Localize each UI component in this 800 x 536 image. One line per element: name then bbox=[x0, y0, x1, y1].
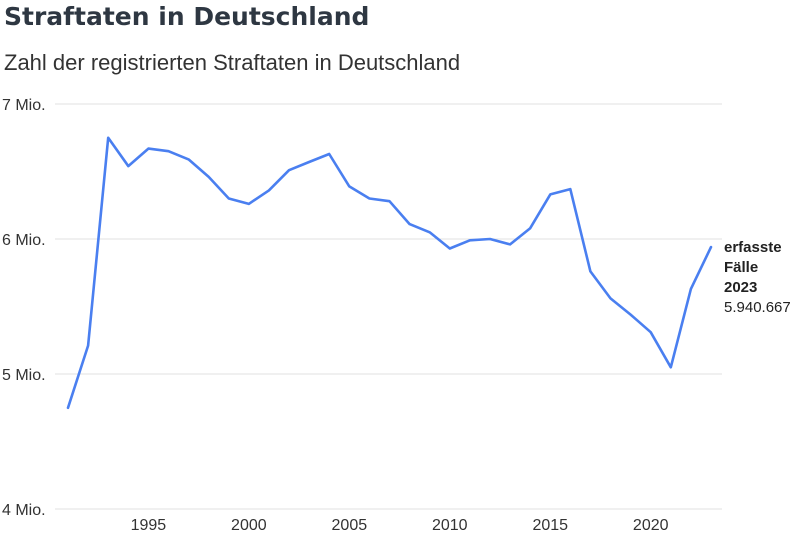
data-point bbox=[388, 199, 392, 203]
data-point bbox=[508, 242, 512, 246]
data-point bbox=[689, 287, 693, 291]
data-point bbox=[287, 168, 291, 172]
data-point bbox=[488, 237, 492, 241]
data-point bbox=[106, 136, 110, 140]
data-point bbox=[528, 226, 532, 230]
annotation-year: 2023 bbox=[724, 279, 758, 296]
data-point bbox=[86, 344, 90, 348]
data-point bbox=[267, 188, 271, 192]
annotation-label-1: erfasste bbox=[724, 239, 782, 256]
end-value-annotation: erfasste Fälle 2023 5.940.667 bbox=[724, 238, 791, 318]
data-point bbox=[448, 246, 452, 250]
y-tick-label: 4 Mio. bbox=[2, 502, 46, 519]
data-point bbox=[468, 238, 472, 242]
y-tick-label: 6 Mio. bbox=[2, 232, 46, 249]
data-point bbox=[609, 296, 613, 300]
data-point bbox=[327, 152, 331, 156]
x-tick-label: 2000 bbox=[231, 517, 267, 534]
data-point bbox=[247, 202, 251, 206]
series-line bbox=[66, 136, 713, 410]
data-point bbox=[649, 330, 653, 334]
data-point bbox=[146, 147, 150, 151]
data-point bbox=[166, 149, 170, 153]
x-tick-label: 2015 bbox=[532, 517, 568, 534]
chart-subtitle: Zahl der registrierten Straftaten in Deu… bbox=[4, 50, 461, 75]
data-point bbox=[347, 184, 351, 188]
y-tick-label: 7 Mio. bbox=[2, 97, 46, 114]
data-point bbox=[408, 222, 412, 226]
annotation-value: 5.940.667 bbox=[724, 299, 791, 316]
x-tick-label: 2005 bbox=[332, 517, 368, 534]
chart-title: Straftaten in Deutschland bbox=[4, 2, 370, 31]
data-point bbox=[568, 187, 572, 191]
x-tick-label: 1995 bbox=[131, 517, 167, 534]
data-point bbox=[227, 197, 231, 201]
data-point bbox=[588, 269, 592, 273]
y-tick-label: 5 Mio. bbox=[2, 367, 46, 384]
data-point bbox=[307, 160, 311, 164]
x-tick-label: 2020 bbox=[633, 517, 669, 534]
data-point bbox=[629, 313, 633, 317]
annotation-label-2: Fälle bbox=[724, 259, 759, 276]
data-point bbox=[367, 197, 371, 201]
data-point bbox=[709, 245, 713, 249]
x-tick-label: 2010 bbox=[432, 517, 468, 534]
data-point bbox=[548, 192, 552, 196]
data-point bbox=[207, 175, 211, 179]
data-point bbox=[187, 157, 191, 161]
data-point bbox=[428, 230, 432, 234]
data-point bbox=[66, 406, 70, 410]
data-point bbox=[126, 164, 130, 168]
data-point bbox=[669, 365, 673, 369]
